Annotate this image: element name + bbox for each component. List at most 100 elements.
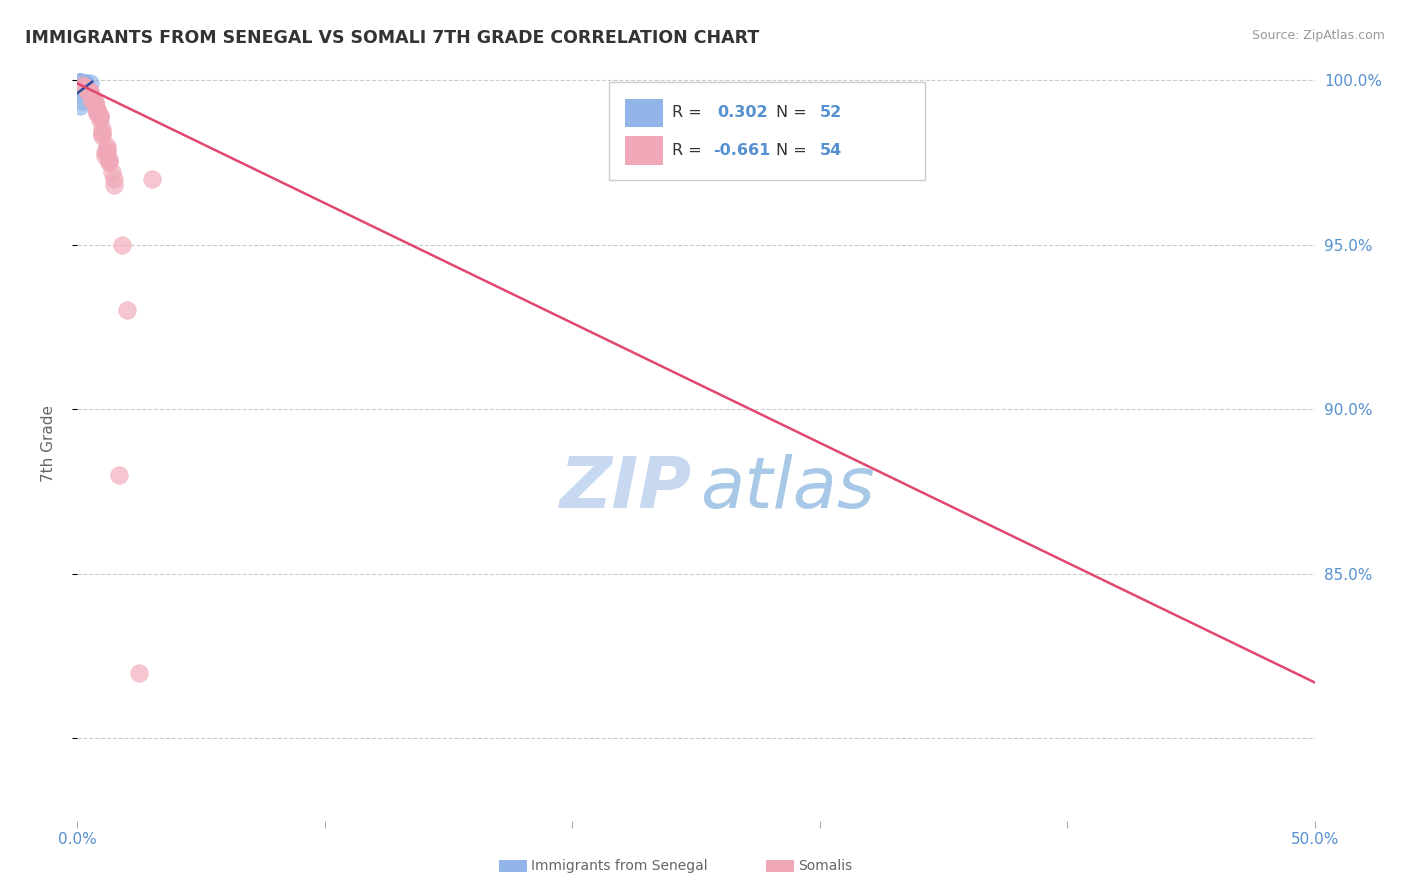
Point	[79, 87, 101, 101]
Point	[72, 82, 94, 96]
Point	[83, 96, 105, 111]
Point	[69, 78, 91, 93]
Point	[98, 155, 121, 169]
Point	[96, 139, 118, 153]
Text: N =: N =	[776, 105, 813, 120]
Point	[79, 84, 101, 98]
Point	[72, 95, 94, 109]
Point	[72, 76, 94, 90]
Bar	[626, 136, 662, 165]
Point	[76, 83, 98, 97]
Point	[76, 81, 98, 95]
Point	[73, 79, 96, 94]
Point	[101, 165, 124, 179]
Point	[86, 103, 108, 117]
Point	[86, 103, 108, 117]
Point	[72, 77, 94, 91]
Point	[72, 76, 94, 90]
Point	[89, 112, 111, 127]
Point	[72, 77, 94, 91]
Point	[82, 93, 104, 107]
Point	[79, 87, 101, 101]
Point	[83, 96, 105, 111]
Point	[89, 109, 111, 123]
Y-axis label: 7th Grade: 7th Grade	[42, 405, 56, 483]
FancyBboxPatch shape	[609, 82, 925, 180]
Point	[73, 77, 96, 91]
Point	[69, 76, 91, 90]
Text: ZIP: ZIP	[560, 455, 692, 524]
Point	[72, 77, 94, 91]
Point	[69, 78, 91, 93]
Point	[72, 81, 94, 95]
Point	[73, 81, 96, 95]
Point	[91, 126, 114, 140]
Point	[73, 79, 96, 94]
Text: Immigrants from Senegal: Immigrants from Senegal	[531, 859, 709, 873]
Text: 0.302: 0.302	[717, 105, 768, 120]
Point	[73, 80, 96, 95]
Point	[103, 178, 125, 193]
Text: Source: ZipAtlas.com: Source: ZipAtlas.com	[1251, 29, 1385, 42]
Point	[128, 665, 150, 680]
Point	[79, 76, 101, 90]
Point	[83, 96, 105, 111]
Point	[89, 109, 111, 123]
Point	[69, 75, 91, 89]
Point	[111, 237, 134, 252]
Point	[73, 80, 96, 95]
Point	[72, 76, 94, 90]
Point	[72, 76, 94, 90]
Point	[86, 103, 108, 117]
Point	[86, 106, 108, 120]
Point	[73, 80, 96, 95]
Point	[108, 468, 131, 483]
Point	[91, 126, 114, 140]
Bar	[626, 98, 662, 128]
Point	[69, 77, 91, 91]
Point	[69, 76, 91, 90]
Point	[82, 93, 104, 107]
Point	[141, 171, 163, 186]
Point	[73, 79, 96, 94]
Point	[73, 78, 96, 93]
Text: 52: 52	[820, 105, 842, 120]
Point	[76, 82, 98, 96]
Point	[91, 128, 114, 143]
Point	[96, 145, 118, 160]
Point	[89, 109, 111, 123]
Point	[69, 99, 91, 113]
Point	[98, 152, 121, 166]
Point	[76, 83, 98, 97]
Point	[98, 155, 121, 169]
Point	[79, 87, 101, 101]
Point	[72, 76, 94, 90]
Text: IMMIGRANTS FROM SENEGAL VS SOMALI 7TH GRADE CORRELATION CHART: IMMIGRANTS FROM SENEGAL VS SOMALI 7TH GR…	[25, 29, 759, 46]
Point	[72, 78, 94, 92]
Point	[72, 76, 94, 90]
Point	[103, 171, 125, 186]
Point	[69, 75, 91, 89]
Point	[91, 122, 114, 136]
Point	[72, 77, 94, 91]
Point	[93, 145, 115, 160]
Point	[69, 75, 91, 89]
Text: atlas: atlas	[700, 455, 875, 524]
Point	[86, 106, 108, 120]
Text: R =: R =	[672, 105, 707, 120]
Point	[82, 93, 104, 107]
Text: N =: N =	[776, 143, 813, 158]
Text: 54: 54	[820, 143, 842, 158]
Point	[73, 76, 96, 90]
Point	[76, 83, 98, 97]
Point	[82, 93, 104, 107]
Point	[72, 76, 94, 90]
Point	[83, 96, 105, 111]
Point	[72, 78, 94, 92]
Point	[73, 78, 96, 93]
Point	[73, 79, 96, 94]
Point	[69, 75, 91, 89]
Point	[72, 78, 94, 92]
Point	[76, 83, 98, 97]
Point	[79, 87, 101, 101]
